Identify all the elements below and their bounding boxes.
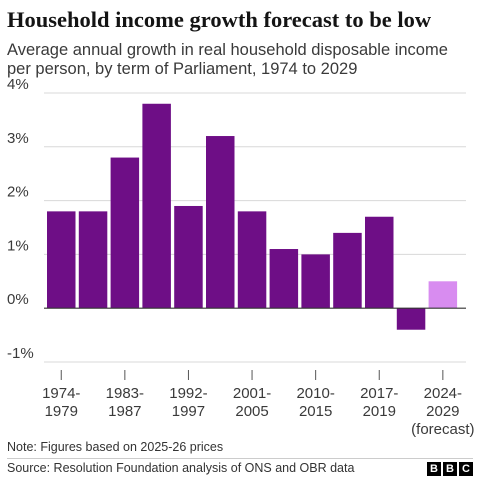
y-tick-label: 2%: [7, 184, 29, 201]
chart-subtitle: Average annual growth in real household …: [7, 41, 448, 78]
bar: [269, 249, 299, 309]
x-tick-label: 1987: [108, 403, 141, 420]
bar-forecast: [428, 281, 458, 309]
bar: [174, 205, 203, 309]
x-tick-label: 1983-: [106, 385, 144, 402]
y-tick-label: 0%: [7, 291, 29, 308]
footer-divider: [7, 458, 473, 459]
chart-note: Note: Figures based on 2025-26 prices: [7, 440, 224, 454]
x-tick-label: (forecast): [411, 421, 474, 438]
x-tick-label: 2005: [235, 403, 268, 420]
chart-source: Source: Resolution Foundation analysis o…: [7, 461, 355, 475]
x-tick-label: 1974-: [42, 385, 80, 402]
chart-title: Household income growth forecast to be l…: [7, 7, 432, 32]
x-tick-label: 2029: [426, 403, 459, 420]
bar: [110, 157, 140, 309]
x-tick-label: 2010-: [296, 385, 334, 402]
x-tick-label: 1997: [172, 403, 205, 420]
bar-chart: 4% 3% 2% 1% 0% -1% 1974-1979 1983-1987 1992-1997…: [7, 76, 475, 438]
bar: [301, 254, 330, 309]
x-tick-label: 2001-: [233, 385, 271, 402]
logo-block-1: B: [427, 462, 441, 476]
bar: [333, 232, 362, 309]
bar: [396, 308, 426, 330]
bar: [206, 136, 235, 309]
x-tick-label: 1979: [45, 403, 78, 420]
bar: [47, 211, 76, 309]
bbc-logo: B B C: [427, 462, 473, 476]
y-tick-label: -1%: [7, 345, 34, 362]
logo-block-2: B: [443, 462, 457, 476]
x-tick-label: 2015: [299, 403, 332, 420]
logo-block-3: C: [459, 462, 473, 476]
x-tick-label: 2024-: [424, 385, 462, 402]
x-tick-label: 2019: [363, 403, 396, 420]
bar: [237, 211, 267, 309]
x-tick-label: 2017-: [360, 385, 398, 402]
bar: [78, 211, 108, 309]
y-tick-label: 1%: [7, 237, 29, 254]
bar: [142, 103, 171, 309]
x-tick-label: 1992-: [169, 385, 207, 402]
y-tick-label: 4%: [7, 76, 29, 93]
bar: [365, 216, 394, 309]
y-tick-label: 3%: [7, 130, 29, 147]
